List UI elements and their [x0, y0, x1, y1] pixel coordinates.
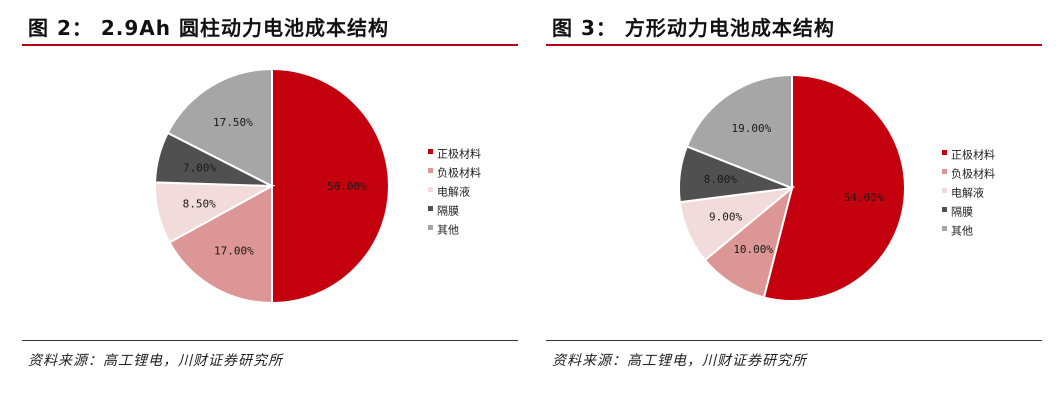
title-divider — [22, 44, 518, 46]
legend-label: 负极材料 — [951, 167, 995, 181]
legend-swatch — [428, 206, 433, 211]
chart-title: 图 3： 方形动力电池成本结构 — [552, 16, 835, 40]
slice-data-label: 17.00% — [214, 245, 254, 258]
source-divider — [546, 340, 1042, 341]
legend-swatch — [942, 188, 947, 193]
slice-data-label: 10.00% — [733, 243, 773, 256]
pie-slice-0 — [762, 73, 906, 302]
source-note: 资料来源：高工锂电，川财证券研究所 — [28, 353, 283, 369]
pie-chart-prismatic: 54.00% 10.00% 9.00% 8.00% 19.00% 正极材料负极材料电解液隔… — [678, 73, 995, 302]
pie-slice-1 — [703, 185, 794, 299]
slice-data-label: 50.00% — [327, 180, 367, 193]
slice-data-label: 8.50% — [183, 198, 216, 211]
slice-data-label: 7.00% — [183, 161, 216, 174]
pie-slice-1 — [168, 184, 273, 305]
legend-label: 正极材料 — [951, 148, 995, 162]
legend-swatch — [428, 168, 433, 173]
slice-data-label: 9.00% — [709, 211, 742, 224]
legend-label: 其他 — [437, 224, 459, 237]
pie-slice-4 — [685, 73, 793, 190]
chart-panel-cylindrical: 图 2： 2.9Ah 圆柱动力电池成本结构 50.00% 17.00% 8.50% 7… — [22, 0, 518, 410]
legend-label: 负极材料 — [437, 166, 481, 180]
slice-data-label: 8.00% — [704, 173, 737, 186]
legend-swatch — [942, 169, 947, 174]
legend-label: 隔膜 — [951, 206, 973, 219]
source-divider — [22, 340, 518, 341]
legend-label: 电解液 — [951, 186, 984, 200]
pie-chart-cylindrical: 50.00% 17.00% 8.50% 7.00% 17.50% 正极材料负极材料电解液隔… — [154, 67, 481, 305]
legend-label: 电解液 — [437, 185, 470, 199]
title-divider — [546, 44, 1042, 46]
legend-swatch — [942, 226, 947, 231]
legend-swatch — [942, 207, 947, 212]
legend-label: 正极材料 — [437, 147, 481, 161]
pie-slice-0 — [271, 67, 390, 305]
slice-data-label: 17.50% — [213, 116, 253, 129]
source-note: 资料来源：高工锂电，川财证券研究所 — [552, 353, 807, 369]
legend-label: 其他 — [951, 225, 973, 238]
chart-panel-prismatic: 图 3： 方形动力电池成本结构 54.00% 10.00% 9.00% 8.00% 19… — [546, 0, 1042, 410]
legend-swatch — [428, 187, 433, 192]
pie-slice-4 — [166, 67, 273, 188]
legend-swatch — [428, 149, 433, 154]
slice-data-label: 19.00% — [732, 122, 772, 135]
legend-swatch — [942, 150, 947, 155]
legend-swatch — [428, 225, 433, 230]
slice-data-label: 54.00% — [844, 191, 884, 204]
legend-label: 隔膜 — [437, 205, 459, 218]
chart-title: 图 2： 2.9Ah 圆柱动力电池成本结构 — [28, 16, 389, 40]
